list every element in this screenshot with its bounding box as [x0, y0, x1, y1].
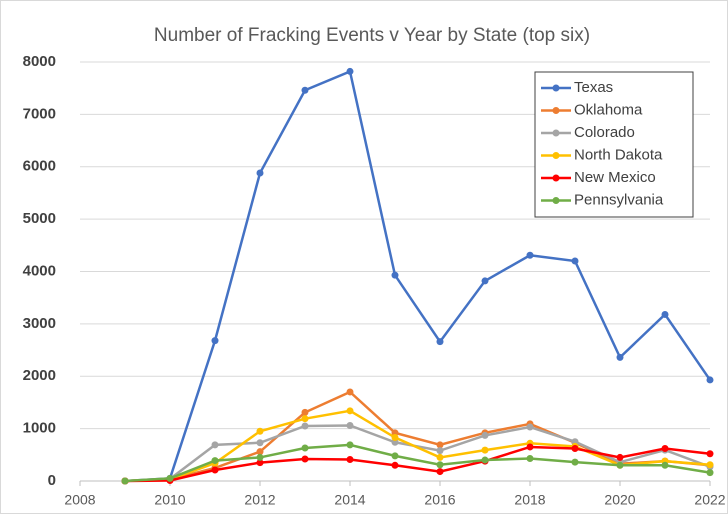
x-tick-label: 2014: [334, 492, 365, 508]
data-point: [391, 271, 399, 279]
legend-marker: [552, 152, 560, 159]
data-point: [481, 277, 489, 285]
data-point: [706, 461, 714, 469]
data-point: [391, 452, 399, 460]
data-point: [256, 448, 264, 456]
data-point: [661, 310, 669, 318]
legend-box: [534, 71, 694, 218]
data-point: [211, 337, 219, 345]
data-point: [256, 169, 264, 177]
y-tick-label: 2000: [23, 367, 56, 384]
data-point: [706, 450, 714, 458]
data-point: [436, 453, 444, 461]
data-point: [256, 439, 264, 447]
data-point: [571, 257, 579, 265]
data-point: [301, 408, 309, 416]
x-tick-label: 2008: [64, 492, 95, 508]
data-point: [526, 454, 534, 462]
data-point: [301, 415, 309, 423]
data-point: [436, 338, 444, 346]
y-tick-label: 6000: [23, 158, 56, 175]
data-point: [166, 474, 174, 482]
x-tick-label: 2012: [244, 492, 275, 508]
y-tick-label: 7000: [23, 105, 56, 122]
data-point: [256, 427, 264, 435]
data-point: [706, 469, 714, 477]
legend-marker: [552, 174, 560, 182]
data-point: [661, 445, 669, 453]
data-point: [346, 67, 354, 75]
data-point: [616, 453, 624, 461]
legend-label: Pennsylvania: [574, 191, 664, 208]
y-tick-label: 5000: [23, 210, 56, 227]
series-line: [124, 69, 712, 483]
x-tick-label: 2022: [694, 492, 725, 508]
data-point: [346, 456, 354, 464]
data-point: [256, 453, 264, 461]
data-point: [346, 421, 354, 429]
data-point: [301, 455, 309, 463]
data-point: [526, 251, 534, 259]
data-point: [616, 353, 624, 361]
chart-title: Number of Fracking Events v Year by Stat…: [154, 25, 590, 46]
x-tick-label: 2020: [604, 492, 635, 508]
y-tick-label: 8000: [23, 53, 56, 70]
series-line: [124, 390, 711, 483]
data-point: [661, 461, 669, 469]
data-point: [301, 444, 309, 452]
x-tick-label: 2010: [154, 492, 185, 508]
data-point: [526, 423, 534, 431]
legend-label: Colorado: [574, 124, 635, 141]
data-point: [571, 458, 579, 466]
data-point: [616, 461, 624, 469]
data-point: [121, 477, 129, 485]
legend-label: Oklahoma: [574, 101, 643, 118]
data-point: [571, 445, 579, 453]
data-point: [436, 461, 444, 469]
y-tick-label: 3000: [23, 315, 56, 332]
legend-marker: [552, 107, 560, 114]
data-point: [301, 86, 309, 94]
data-point: [211, 441, 219, 449]
legend-label: New Mexico: [574, 169, 656, 186]
data-point: [256, 459, 264, 467]
y-tick-label: 0: [48, 472, 56, 489]
y-tick-label: 4000: [23, 262, 56, 279]
data-point: [481, 456, 489, 464]
series-line: [124, 443, 711, 483]
x-tick-label: 2018: [514, 492, 545, 508]
data-point: [346, 407, 354, 415]
data-point: [211, 457, 219, 465]
series-line: [124, 409, 711, 483]
data-point: [211, 466, 219, 474]
data-point: [346, 441, 354, 449]
legend-label: North Dakota: [574, 146, 663, 163]
series-line: [124, 445, 711, 483]
data-point: [436, 447, 444, 455]
data-point: [706, 376, 714, 384]
data-point: [481, 446, 489, 454]
data-point: [436, 468, 444, 476]
y-tick-label: 1000: [23, 420, 56, 437]
data-point: [526, 443, 534, 451]
data-point: [346, 388, 354, 396]
x-tick-label: 2016: [424, 492, 455, 508]
legend-marker: [552, 84, 560, 92]
legend-marker: [552, 129, 560, 137]
data-point: [391, 461, 399, 469]
data-point: [391, 434, 399, 442]
data-point: [436, 441, 444, 449]
data-point: [301, 422, 309, 430]
legend-label: Texas: [574, 79, 613, 96]
legend-marker: [552, 197, 560, 204]
data-point: [481, 431, 489, 439]
